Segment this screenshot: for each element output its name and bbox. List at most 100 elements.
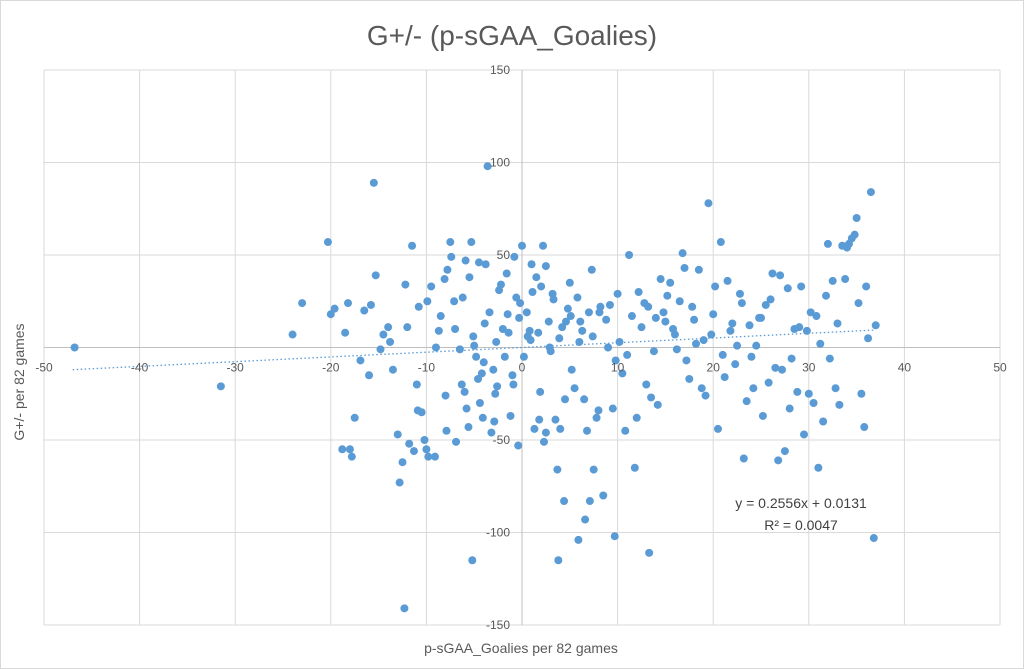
data-point: [323, 238, 332, 247]
data-point: [854, 299, 863, 308]
data-point: [487, 428, 496, 437]
data-point: [739, 454, 748, 463]
data-point: [398, 458, 407, 467]
data-point: [680, 263, 689, 272]
data-point: [427, 282, 436, 291]
data-point: [780, 447, 789, 456]
data-point: [850, 230, 859, 239]
data-point: [475, 399, 484, 407]
data-point: [670, 330, 679, 339]
data-point: [462, 404, 471, 413]
data-point: [561, 395, 570, 404]
data-point: [477, 369, 486, 378]
x-tick-label: 30: [802, 361, 816, 375]
data-point: [625, 251, 634, 259]
data-point: [574, 535, 583, 544]
data-point: [409, 447, 418, 456]
data-point: [699, 336, 708, 345]
data-point: [345, 445, 354, 454]
data-point: [761, 300, 770, 309]
data-point: [871, 321, 880, 330]
data-point: [490, 417, 499, 426]
data-point: [852, 214, 861, 222]
data-point: [575, 337, 584, 346]
data-point: [341, 328, 350, 337]
y-tick-label: -50: [493, 433, 511, 447]
data-point: [726, 326, 735, 335]
data-point: [492, 337, 501, 346]
data-point: [467, 238, 476, 247]
data-point: [823, 239, 832, 248]
data-point: [709, 310, 718, 319]
data-point: [539, 241, 548, 250]
x-tick-label: -20: [322, 361, 340, 375]
data-point: [400, 604, 409, 613]
data-point: [514, 441, 523, 450]
data-point: [644, 302, 653, 311]
data-point: [704, 199, 713, 208]
data-point: [500, 352, 509, 361]
data-point: [541, 428, 550, 437]
data-point: [742, 397, 751, 406]
data-point: [461, 256, 470, 265]
data-point: [835, 400, 844, 409]
data-point: [503, 310, 512, 319]
x-tick-label: -30: [227, 361, 245, 375]
data-point: [405, 439, 414, 448]
data-point: [468, 556, 477, 565]
data-point: [573, 293, 582, 302]
data-point: [661, 317, 670, 326]
data-point: [797, 282, 806, 291]
data-point: [613, 289, 622, 298]
data-point: [423, 297, 432, 306]
data-point: [496, 280, 505, 289]
data-point: [485, 308, 494, 317]
data-point: [347, 452, 356, 461]
x-tick-label: 50: [993, 361, 1007, 375]
data-point: [516, 299, 525, 308]
y-axis-title: G+/- per 82 games: [11, 323, 27, 440]
data-point: [795, 323, 804, 332]
data-point: [470, 341, 479, 350]
data-point: [672, 345, 681, 354]
data-point: [478, 413, 487, 422]
data-point: [532, 273, 541, 282]
data-point: [771, 363, 780, 372]
data-point: [447, 252, 456, 261]
data-point: [360, 306, 369, 315]
data-point: [570, 384, 579, 393]
data-point: [436, 312, 445, 321]
data-point: [356, 356, 365, 365]
data-point: [560, 497, 569, 506]
x-tick-label: 40: [898, 361, 912, 375]
data-points: [70, 162, 880, 613]
data-point: [758, 411, 767, 420]
data-point: [379, 330, 388, 339]
data-point: [802, 326, 811, 335]
data-point: [816, 339, 825, 348]
data-point: [483, 162, 492, 171]
data-point: [587, 265, 596, 274]
data-point: [330, 304, 339, 313]
data-point: [737, 299, 746, 308]
data-point: [518, 241, 526, 250]
data-point: [541, 262, 550, 271]
tick-labels: -50 -40 -30 -20 -10 0 10 20 30 40 50-150-100-50501…: [35, 63, 1007, 632]
data-point: [653, 400, 662, 409]
data-point: [604, 343, 613, 352]
data-point: [812, 312, 821, 321]
data-point: [783, 284, 792, 293]
data-point: [749, 384, 758, 393]
data-point: [785, 404, 794, 413]
data-point: [422, 445, 431, 454]
data-point: [825, 354, 834, 363]
data-point: [578, 326, 587, 335]
data-point: [623, 350, 632, 359]
data-point: [621, 426, 630, 435]
data-point: [707, 330, 716, 339]
data-point: [663, 291, 672, 300]
data-point: [659, 308, 668, 317]
data-point: [608, 404, 617, 413]
data-point: [592, 413, 601, 422]
data-point: [583, 426, 592, 435]
